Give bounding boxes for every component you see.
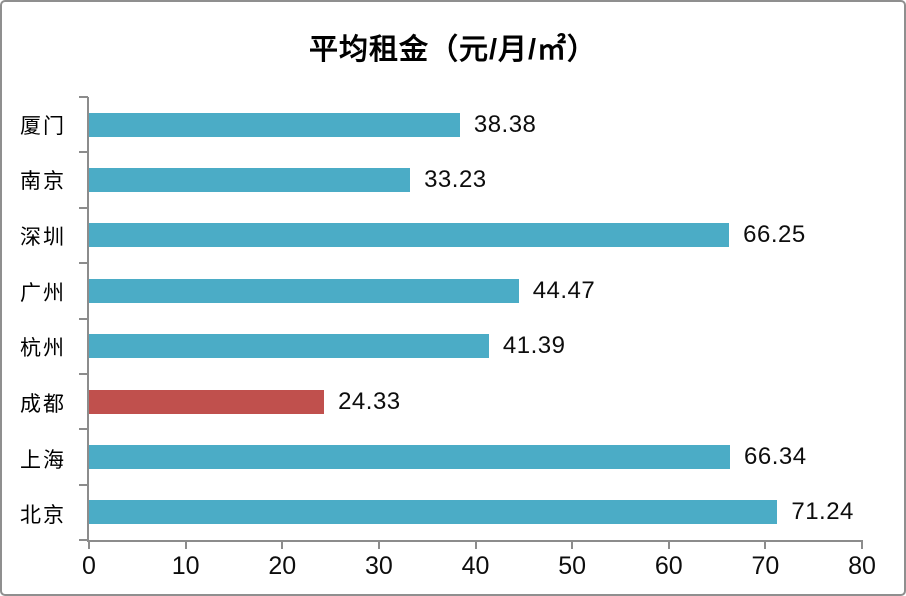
bar-value-label: 38.38 bbox=[473, 110, 537, 138]
bar-6 bbox=[89, 389, 325, 414]
bar-row: 44.47 bbox=[89, 263, 862, 318]
chart-title: 平均租金（元/月/㎡） bbox=[308, 34, 598, 66]
x-axis-tick bbox=[88, 540, 90, 549]
bar-row: 71.24 bbox=[89, 485, 862, 540]
x-axis-tick bbox=[571, 540, 574, 549]
y-axis-tick bbox=[79, 262, 88, 265]
x-axis-tick-label: 30 bbox=[364, 552, 393, 580]
y-axis-tick bbox=[79, 483, 88, 486]
x-axis-tick bbox=[281, 540, 284, 549]
category-label: 成都 bbox=[20, 392, 66, 416]
bar-value-label: 66.25 bbox=[743, 221, 806, 249]
bar-value-label: 24.33 bbox=[338, 387, 401, 415]
x-axis-tick-label: 70 bbox=[751, 552, 780, 580]
bar-value-label: 66.34 bbox=[744, 442, 807, 470]
bar-4 bbox=[89, 278, 519, 303]
category-label: 杭州 bbox=[20, 337, 66, 361]
y-axis-tick bbox=[79, 317, 88, 320]
bar-5 bbox=[89, 334, 489, 359]
x-axis-tick bbox=[667, 540, 670, 549]
x-axis-tick bbox=[474, 540, 477, 549]
x-axis-tick-label: 80 bbox=[848, 552, 876, 580]
category-label: 上海 bbox=[20, 448, 66, 472]
bar-row: 38.38 bbox=[89, 97, 862, 152]
bar-value-label: 41.39 bbox=[502, 332, 566, 360]
y-axis-tick bbox=[79, 539, 88, 541]
bar-value-label: 33.23 bbox=[424, 166, 487, 194]
bar-row: 66.34 bbox=[89, 429, 862, 484]
bar-row: 41.39 bbox=[89, 319, 862, 374]
bar-2 bbox=[89, 168, 411, 193]
y-axis-tick bbox=[79, 428, 88, 431]
x-axis-tick-label: 60 bbox=[654, 552, 683, 580]
bar-7 bbox=[89, 444, 730, 469]
category-label: 南京 bbox=[20, 170, 66, 194]
x-axis-tick bbox=[764, 540, 767, 549]
bar-3 bbox=[89, 223, 730, 248]
x-axis-tick-label: 20 bbox=[268, 552, 297, 580]
bar-value-label: 44.47 bbox=[532, 276, 596, 304]
x-axis-tick-label: 40 bbox=[461, 552, 490, 580]
bar-1 bbox=[89, 112, 460, 137]
category-label: 深圳 bbox=[20, 226, 66, 250]
x-axis-tick bbox=[861, 540, 863, 549]
y-axis-tick bbox=[79, 206, 88, 209]
category-label: 厦门 bbox=[20, 114, 66, 138]
x-axis-tick bbox=[184, 540, 187, 549]
x-axis-tick-label: 0 bbox=[82, 552, 96, 580]
bars-container: 38.38 33.23 66.25 44.47 41.39 24.33 66.34 71.24 bbox=[89, 97, 862, 540]
y-axis-tick bbox=[79, 96, 88, 98]
x-axis-tick bbox=[377, 540, 380, 549]
x-axis-tick-label: 50 bbox=[558, 552, 587, 580]
plot-area: 38.38 33.23 66.25 44.47 41.39 24.33 66.34 71.24… bbox=[79, 96, 876, 580]
bar-row: 66.25 bbox=[89, 208, 862, 263]
category-label: 广州 bbox=[20, 281, 66, 305]
y-axis-tick bbox=[79, 372, 88, 375]
bar-row: 33.23 bbox=[89, 152, 862, 207]
category-label: 北京 bbox=[20, 504, 66, 528]
bar-value-label: 71.24 bbox=[791, 498, 854, 526]
y-axis-labels: 厦门南京深圳广州杭州成都上海北京 bbox=[2, 97, 68, 542]
bar-row: 24.33 bbox=[89, 374, 862, 429]
bar-8 bbox=[89, 500, 778, 525]
y-axis-tick bbox=[79, 151, 88, 154]
x-axis-tick-label: 10 bbox=[171, 552, 200, 580]
